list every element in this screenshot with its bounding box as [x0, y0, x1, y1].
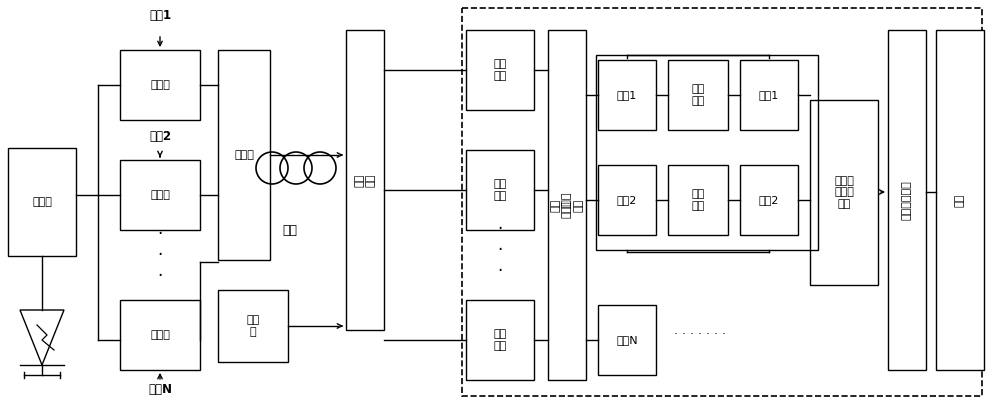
Text: 配对
对
选择: 配对 对 选择 — [550, 198, 584, 212]
Bar — [8, 148, 76, 256]
Bar — [740, 60, 798, 130]
Bar — [218, 50, 270, 260]
Bar — [810, 100, 878, 285]
Bar — [548, 30, 586, 380]
Text: 信号2: 信号2 — [759, 195, 779, 205]
Text: 信号1: 信号1 — [149, 9, 171, 22]
Bar — [668, 165, 728, 235]
Text: 合路器: 合路器 — [234, 150, 254, 160]
Text: 译码: 译码 — [955, 194, 965, 206]
Text: 光纤: 光纤 — [283, 223, 298, 236]
Text: 光调制: 光调制 — [150, 190, 170, 200]
Text: 本振
光: 本振 光 — [246, 315, 260, 337]
Bar — [668, 60, 728, 130]
Text: 补偿
算法: 补偿 算法 — [493, 179, 507, 201]
Text: 信号N: 信号N — [616, 335, 638, 345]
Text: 光调制: 光调制 — [150, 330, 170, 340]
Text: 补偿
算法: 补偿 算法 — [493, 59, 507, 81]
Bar — [598, 60, 656, 130]
Bar — [346, 30, 384, 330]
Text: 信号N: 信号N — [148, 383, 172, 396]
Text: 信号1: 信号1 — [617, 90, 637, 100]
Text: ·
·
·: · · · — [497, 220, 503, 280]
Text: ·
·
·: · · · — [157, 225, 163, 285]
Text: 补偿
算法: 补偿 算法 — [493, 329, 507, 351]
Bar — [466, 300, 534, 380]
Bar — [740, 165, 798, 235]
Text: 信号2: 信号2 — [149, 130, 171, 143]
Bar — [466, 30, 534, 110]
Bar — [888, 30, 926, 370]
Bar — [120, 300, 200, 370]
Text: 数字相干叠加: 数字相干叠加 — [902, 180, 912, 220]
Bar — [218, 290, 288, 362]
Text: 分路器: 分路器 — [32, 197, 52, 207]
Text: 信号2: 信号2 — [617, 195, 637, 205]
Text: 共轭
映射: 共轭 映射 — [691, 84, 705, 106]
Bar — [598, 305, 656, 375]
Bar — [120, 50, 200, 120]
Text: 最大最
小相关
判决: 最大最 小相关 判决 — [834, 176, 854, 209]
Bar — [466, 150, 534, 230]
Bar — [598, 165, 656, 235]
Bar — [596, 55, 818, 250]
Bar — [462, 8, 982, 396]
Bar — [120, 160, 200, 230]
Text: 共轭
映射: 共轭 映射 — [691, 189, 705, 211]
Text: 光调制: 光调制 — [150, 80, 170, 90]
Text: 信号1: 信号1 — [759, 90, 779, 100]
Text: 相干
接收: 相干 接收 — [354, 173, 376, 187]
Text: · · · · · · ·: · · · · · · · — [674, 328, 726, 341]
Bar — [936, 30, 984, 370]
Text: 配对选择: 配对选择 — [562, 192, 572, 218]
